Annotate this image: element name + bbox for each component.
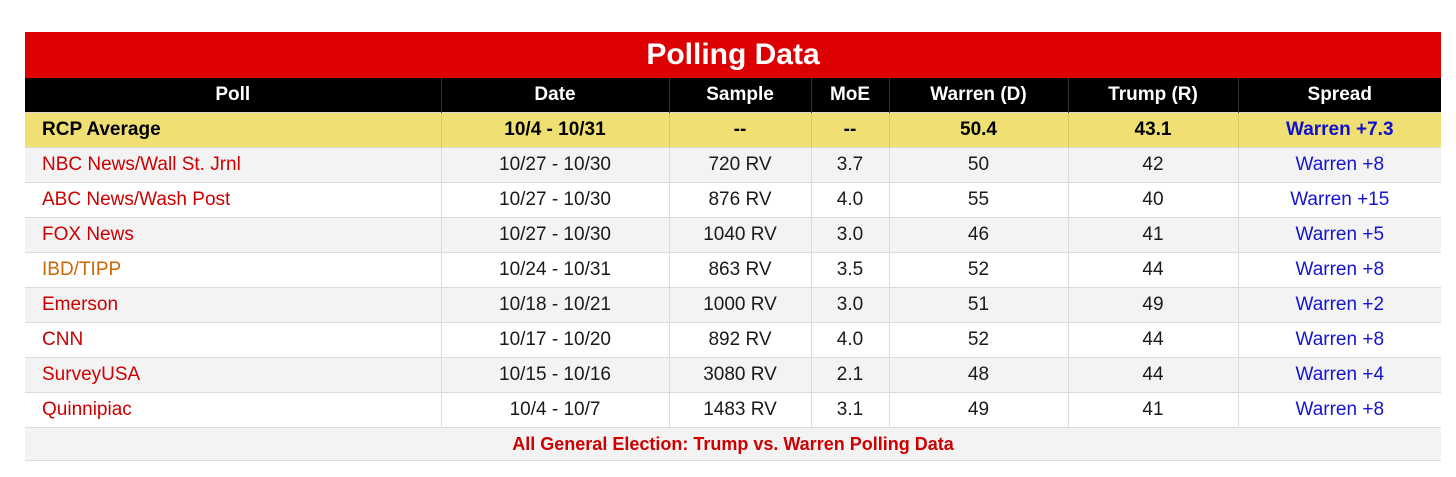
cell-sample: 892 RV (668, 322, 811, 358)
average-trump: 43.1 (1067, 112, 1238, 148)
table-row: IBD/TIPP 10/24 - 10/31 863 RV 3.5 52 44 Warren… (25, 252, 1441, 288)
cell-trump: 44 (1067, 252, 1238, 288)
cell-sample: 3080 RV (668, 357, 811, 393)
cell-sample: 1040 RV (668, 217, 811, 253)
cell-warren: 50 (888, 147, 1068, 183)
table-row: Emerson 10/18 - 10/21 1000 RV 3.0 51 49 Warren… (25, 287, 1441, 323)
cell-trump: 41 (1067, 392, 1238, 427)
cell-warren: 49 (888, 392, 1068, 427)
column-header-trump[interactable]: Trump (R) (1067, 78, 1238, 113)
cell-moe: 4.0 (810, 322, 889, 358)
cell-spread: Warren +15 (1237, 182, 1441, 218)
cell-trump: 40 (1067, 182, 1238, 218)
poll-link[interactable]: SurveyUSA (25, 357, 441, 393)
header-row: Poll Date Sample MoE Warren (D) Trump (R… (25, 78, 1441, 113)
table-row: NBC News/Wall St. Jrnl 10/27 - 10/30 720 R… (25, 147, 1441, 183)
cell-sample: 863 RV (668, 252, 811, 288)
average-spread: Warren +7.3 (1237, 112, 1441, 148)
average-date: 10/4 - 10/31 (440, 112, 669, 148)
cell-trump: 44 (1067, 322, 1238, 358)
cell-moe: 3.0 (810, 287, 889, 323)
column-header-poll[interactable]: Poll (25, 78, 441, 113)
cell-spread: Warren +4 (1237, 357, 1441, 393)
cell-moe: 3.5 (810, 252, 889, 288)
all-polling-data-link[interactable]: All General Election: Trump vs. Warren P… (25, 427, 1441, 461)
cell-trump: 44 (1067, 357, 1238, 393)
cell-trump: 49 (1067, 287, 1238, 323)
poll-link[interactable]: ABC News/Wash Post (25, 182, 441, 218)
poll-link[interactable]: FOX News (25, 217, 441, 253)
poll-link[interactable]: Emerson (25, 287, 441, 323)
table-row: ABC News/Wash Post 10/27 - 10/30 876 RV 4.0… (25, 182, 1441, 218)
cell-date: 10/24 - 10/31 (440, 252, 669, 288)
poll-link[interactable]: Quinnipiac (25, 392, 441, 427)
poll-link[interactable]: NBC News/Wall St. Jrnl (25, 147, 441, 183)
cell-moe: 3.7 (810, 147, 889, 183)
table-row: Quinnipiac 10/4 - 10/7 1483 RV 3.1 49 41 Warre… (25, 392, 1441, 427)
cell-trump: 42 (1067, 147, 1238, 183)
table-row: FOX News 10/27 - 10/30 1040 RV 3.0 46 41 Warre… (25, 217, 1441, 253)
polling-table: Poll Date Sample MoE Warren (D) Trump (R… (25, 78, 1441, 427)
column-header-warren[interactable]: Warren (D) (888, 78, 1068, 113)
average-moe: -- (810, 112, 889, 148)
cell-spread: Warren +5 (1237, 217, 1441, 253)
cell-warren: 55 (888, 182, 1068, 218)
cell-warren: 52 (888, 252, 1068, 288)
cell-warren: 52 (888, 322, 1068, 358)
cell-sample: 1483 RV (668, 392, 811, 427)
cell-date: 10/4 - 10/7 (440, 392, 669, 427)
cell-moe: 3.0 (810, 217, 889, 253)
column-header-spread[interactable]: Spread (1237, 78, 1441, 113)
cell-warren: 48 (888, 357, 1068, 393)
column-header-date[interactable]: Date (440, 78, 669, 113)
cell-moe: 2.1 (810, 357, 889, 393)
poll-link[interactable]: IBD/TIPP (25, 252, 441, 288)
cell-warren: 51 (888, 287, 1068, 323)
cell-spread: Warren +8 (1237, 322, 1441, 358)
cell-sample: 720 RV (668, 147, 811, 183)
table-title: Polling Data (25, 32, 1441, 78)
table-row: SurveyUSA 10/15 - 10/16 3080 RV 2.1 48 44 Warr… (25, 357, 1441, 393)
cell-date: 10/15 - 10/16 (440, 357, 669, 393)
cell-spread: Warren +8 (1237, 392, 1441, 427)
cell-warren: 46 (888, 217, 1068, 253)
column-header-moe[interactable]: MoE (810, 78, 889, 113)
cell-date: 10/18 - 10/21 (440, 287, 669, 323)
cell-moe: 3.1 (810, 392, 889, 427)
cell-date: 10/17 - 10/20 (440, 322, 669, 358)
average-warren: 50.4 (888, 112, 1068, 148)
cell-moe: 4.0 (810, 182, 889, 218)
cell-trump: 41 (1067, 217, 1238, 253)
poll-link[interactable]: CNN (25, 322, 441, 358)
average-sample: -- (668, 112, 811, 148)
rcp-average-row: RCP Average 10/4 - 10/31 -- -- 50.4 43.1… (25, 112, 1441, 148)
average-poll: RCP Average (25, 112, 441, 148)
table-row: CNN 10/17 - 10/20 892 RV 4.0 52 44 Warren +8 (25, 322, 1441, 358)
cell-sample: 876 RV (668, 182, 811, 218)
polling-table-widget: Polling Data Poll Date Sample MoE Warren… (25, 32, 1441, 461)
cell-date: 10/27 - 10/30 (440, 217, 669, 253)
cell-spread: Warren +2 (1237, 287, 1441, 323)
cell-spread: Warren +8 (1237, 252, 1441, 288)
cell-date: 10/27 - 10/30 (440, 182, 669, 218)
cell-date: 10/27 - 10/30 (440, 147, 669, 183)
cell-spread: Warren +8 (1237, 147, 1441, 183)
cell-sample: 1000 RV (668, 287, 811, 323)
column-header-sample[interactable]: Sample (668, 78, 811, 113)
